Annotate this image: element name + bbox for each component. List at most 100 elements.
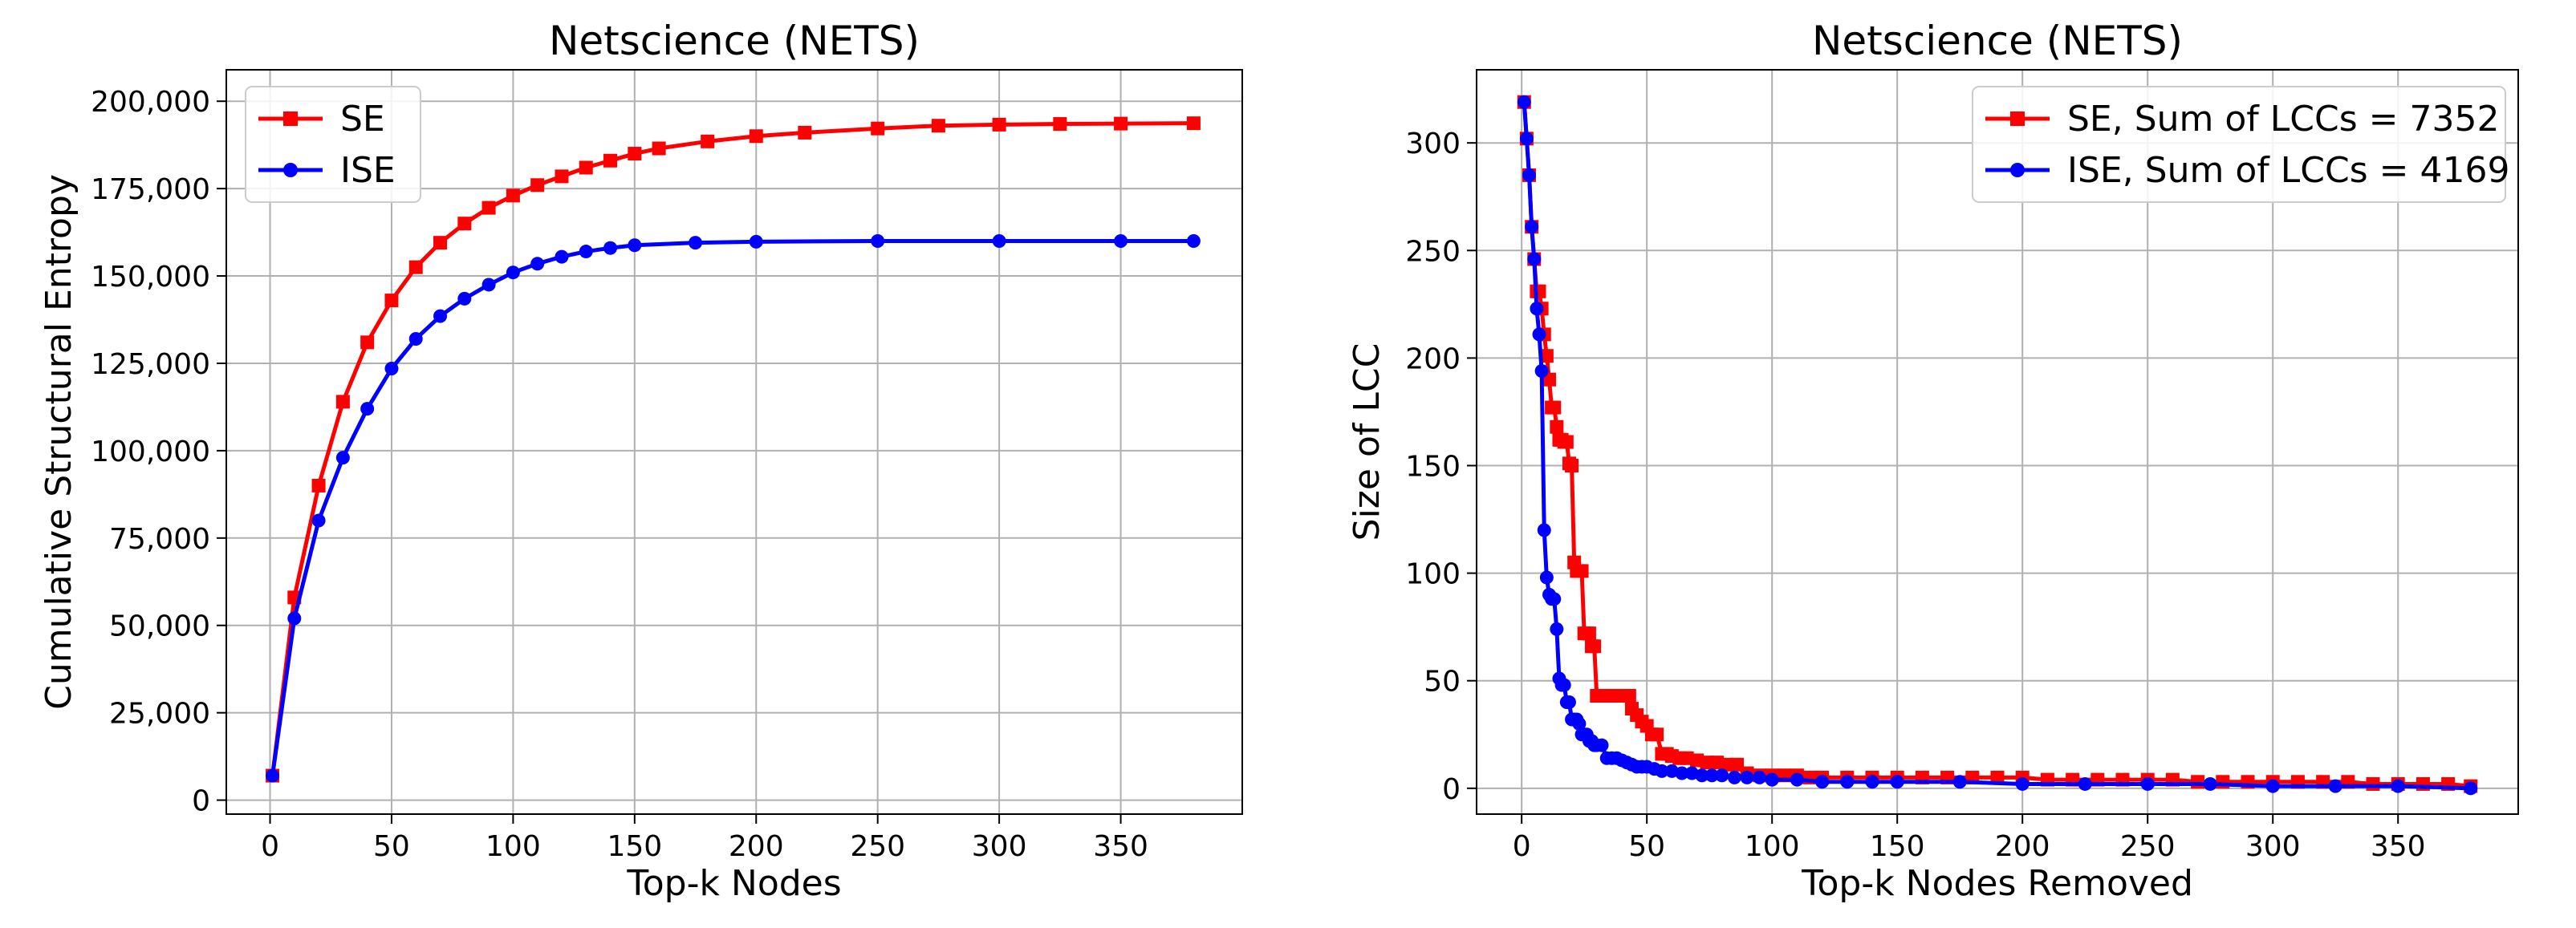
legend-entry: ISE [258, 150, 396, 191]
data-point [1532, 327, 1546, 342]
data-point [360, 335, 375, 350]
data-point [1547, 400, 1562, 415]
y-tick-label: 150 [1405, 451, 1461, 484]
data-point [1655, 764, 1669, 778]
data-point [1550, 419, 1564, 434]
data-point [433, 309, 448, 323]
data-point [2216, 775, 2230, 789]
y-tick-label: 300 [1405, 128, 1461, 160]
data-point [992, 117, 1006, 132]
left-chart-x-axis-label: Top-k Nodes [626, 863, 841, 904]
data-point [1715, 768, 1729, 783]
right-series-ise [1517, 95, 2478, 796]
x-tick-label: 0 [1513, 830, 1531, 863]
data-point [287, 611, 302, 626]
x-tick-label: 0 [261, 830, 279, 863]
data-point [2015, 776, 2030, 791]
right-chart-legend: SE, Sum of LCCs = 7352 ISE, Sum of LCCs =… [1972, 86, 2509, 203]
data-point [1053, 117, 1067, 132]
data-point [1582, 626, 1596, 641]
x-tick-label: 100 [1745, 830, 1800, 863]
data-point [384, 362, 399, 376]
data-point [628, 238, 642, 253]
data-point [1765, 772, 1779, 787]
data-point [457, 291, 472, 306]
data-point [360, 402, 375, 416]
data-point [1562, 695, 1576, 710]
data-point [2265, 779, 2280, 793]
data-point [992, 233, 1006, 248]
x-tick-label: 200 [729, 830, 784, 863]
left-chart-panel: Netscience (NETS) Top-k Nodes Cumulative… [39, 18, 1243, 904]
left-chart-title: Netscience (NETS) [549, 18, 920, 64]
data-point [311, 478, 326, 492]
x-tick-label: 50 [373, 830, 410, 863]
data-point [2191, 775, 2205, 789]
data-point [506, 265, 520, 280]
legend-label: ISE, Sum of LCCs = 4169 [2067, 150, 2509, 191]
data-point [335, 451, 350, 465]
x-tick-label: 150 [607, 830, 662, 863]
data-point [1522, 168, 1537, 182]
data-point [603, 153, 618, 168]
data-point [689, 236, 703, 250]
data-point [1559, 435, 1574, 449]
data-point [579, 245, 593, 259]
data-point [1534, 363, 1549, 378]
legend-marker [283, 111, 298, 126]
y-tick-label: 25,000 [109, 698, 210, 731]
x-tick-label: 250 [2120, 830, 2176, 863]
data-point [1114, 116, 1128, 131]
right-chart-title: Netscience (NETS) [1812, 18, 2183, 64]
legend-entry: ISE, Sum of LCCs = 4169 [1985, 150, 2509, 191]
data-point [603, 241, 618, 255]
data-point [749, 129, 763, 144]
data-point [266, 768, 280, 783]
data-point [457, 217, 472, 231]
x-tick-label: 350 [2371, 830, 2426, 863]
data-point [384, 294, 399, 308]
data-point [2203, 776, 2217, 791]
y-tick-label: 0 [192, 785, 210, 818]
data-point [1517, 95, 1531, 109]
y-tick-label: 50 [1424, 666, 1461, 699]
data-point [1530, 302, 1544, 316]
y-tick-label: 50,000 [109, 610, 210, 643]
data-point [555, 169, 569, 184]
x-tick-label: 300 [972, 830, 1027, 863]
data-point [1704, 768, 1719, 783]
data-point [1550, 622, 1564, 636]
legend-marker [2010, 111, 2025, 126]
data-point [530, 257, 545, 271]
data-point [1537, 523, 1551, 537]
data-point [408, 331, 423, 346]
data-point [1890, 775, 1904, 789]
data-point [433, 236, 448, 250]
legend-label: ISE [340, 150, 396, 191]
data-point [481, 278, 496, 292]
data-point [1519, 132, 1534, 146]
data-point [1815, 775, 1830, 789]
data-point [481, 201, 496, 215]
data-point [1695, 768, 1709, 783]
data-point [1740, 770, 1754, 784]
data-point [1114, 233, 1128, 248]
right-chart-panel: Netscience (NETS) Top-k Nodes Removed Si… [1347, 18, 2519, 904]
y-tick-label: 0 [1442, 773, 1461, 806]
legend-label: SE, Sum of LCCs = 7352 [2067, 99, 2499, 140]
data-point [652, 141, 666, 156]
data-point [1574, 564, 1589, 578]
data-point [2140, 776, 2155, 791]
data-point [1539, 349, 1554, 363]
data-point [701, 134, 715, 148]
data-point [555, 249, 569, 264]
x-tick-label: 350 [1093, 830, 1148, 863]
data-point [335, 395, 350, 409]
x-tick-label: 200 [1995, 830, 2050, 863]
data-point [311, 513, 326, 528]
data-point [1572, 716, 1587, 731]
data-point [2366, 776, 2380, 791]
series-line [270, 121, 1194, 776]
series-line [270, 238, 1194, 776]
